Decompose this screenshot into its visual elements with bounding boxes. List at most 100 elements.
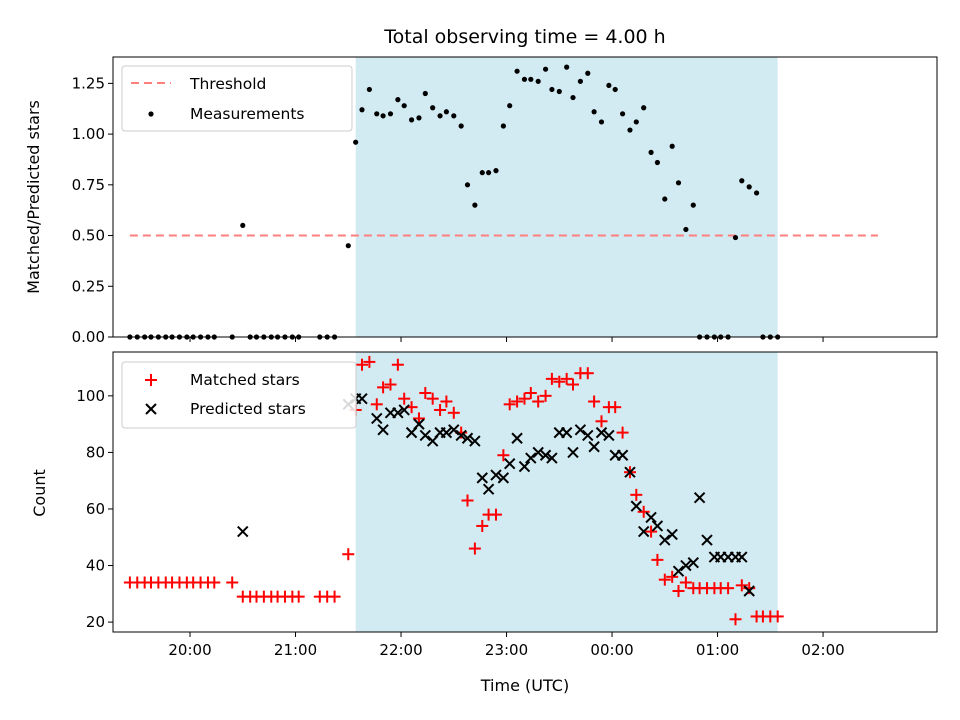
predicted-star-point <box>371 412 383 425</box>
predicted-star-point <box>651 520 664 532</box>
bottom-x-ticks: 20:00 21:00 22:00 23:00 00:00 01:00 02:00 <box>168 632 845 659</box>
predicted-star-point <box>413 418 425 430</box>
predicted-star-point <box>588 441 600 453</box>
measurement-point <box>570 94 576 101</box>
legend-matched-swatch <box>145 374 157 386</box>
y-tick-label: 40 <box>86 557 105 575</box>
matched-star-point <box>524 387 537 400</box>
x-tick-label: 02:00 <box>801 641 844 659</box>
predicted-star-point <box>482 483 495 495</box>
matched-star-point <box>391 358 404 371</box>
measurement-point <box>591 109 597 115</box>
matched-star-point <box>658 573 671 586</box>
measurement-point <box>366 86 372 93</box>
predicted-star-point <box>736 551 748 563</box>
measurement-point <box>486 170 492 176</box>
measurement-point <box>437 113 443 119</box>
measurement-point <box>395 97 401 103</box>
predicted-star-point <box>532 446 544 459</box>
top-panel: 0.00 0.25 0.50 0.75 1.00 1.25 Matched/Predict… <box>24 56 938 346</box>
x-tick-label: 20:00 <box>168 641 211 659</box>
predicted-star-point <box>701 534 713 546</box>
predicted-star-point <box>603 429 615 442</box>
matched-star-point <box>328 590 341 603</box>
measurement-point <box>627 127 633 133</box>
predicted-star-point <box>377 424 389 436</box>
matched-star-point <box>532 395 545 408</box>
bottom-legend: Matched stars Predicted stars <box>121 361 357 429</box>
predicted-star-point <box>637 525 650 538</box>
bottom-y-axis-label: Count <box>30 469 49 517</box>
predicted-star-point <box>511 432 523 444</box>
x-tick-label: 00:00 <box>590 641 633 659</box>
top-y-ticks: 0.00 0.25 0.50 0.75 1.00 1.25 <box>72 74 113 346</box>
matched-star-point <box>434 403 447 416</box>
measurement-point <box>451 113 457 119</box>
measurement-point <box>633 119 639 125</box>
predicted-star-point <box>687 556 699 569</box>
y-tick-label: 0.25 <box>72 277 105 295</box>
measurement-point <box>374 111 380 117</box>
y-tick-label: 0.00 <box>72 328 105 346</box>
measurement-point <box>542 66 549 72</box>
matched-star-point <box>370 398 383 411</box>
matched-star-point <box>468 542 481 555</box>
measurement-point <box>359 107 365 113</box>
measurement-point <box>528 76 534 82</box>
matched-star-point <box>645 525 658 538</box>
predicted-star-point <box>546 452 558 464</box>
bottom-y-ticks: 20 40 60 80 100 <box>76 387 113 631</box>
top-y-axis-label: Matched/Predicted stars <box>24 100 43 294</box>
legend-matched-label: Matched stars <box>190 371 300 389</box>
measurement-point <box>654 159 661 166</box>
y-tick-label: 1.25 <box>72 74 105 92</box>
matched-star-point <box>630 488 643 501</box>
matched-star-point <box>461 494 474 507</box>
measurement-point <box>507 103 513 109</box>
matched-star-point <box>440 395 453 408</box>
bottom-panel: 20 40 60 80 100 20:00 21:00 22:00 23:00 00:00 01:… <box>30 351 938 695</box>
predicted-star-point <box>503 458 516 470</box>
matched-star-point <box>377 381 390 394</box>
predicted-star-point <box>419 429 432 442</box>
measurement-point <box>521 76 528 82</box>
matched-star-point <box>581 367 594 380</box>
matched-star-point <box>637 505 650 518</box>
matched-star-point <box>292 590 305 603</box>
predicted-star-point <box>539 449 552 461</box>
matched-star-point <box>208 576 221 589</box>
predicted-star-point <box>392 407 404 419</box>
legend-predicted-swatch <box>145 403 157 415</box>
measurement-point <box>240 222 246 229</box>
measurement-point <box>598 119 605 125</box>
top-legend-box <box>121 65 353 132</box>
predicted-star-point <box>525 452 537 464</box>
predicted-star-point <box>476 472 488 484</box>
predicted-star-point <box>743 585 755 597</box>
x-axis-label: Time (UTC) <box>480 676 569 695</box>
measurement-point <box>746 184 752 190</box>
x-tick-label: 21:00 <box>274 641 317 659</box>
measurement-point <box>422 90 428 97</box>
matched-star-point <box>226 576 239 589</box>
measurement-point <box>472 202 478 208</box>
matched-star-point <box>666 570 679 583</box>
matched-star-point <box>412 412 425 425</box>
matched-star-point <box>735 579 748 592</box>
matched-star-point <box>609 401 622 414</box>
matched-star-point <box>539 389 552 402</box>
predicted-star-point <box>595 426 608 439</box>
measurement-point <box>690 202 696 208</box>
measurement-point <box>464 182 471 188</box>
bottom-legend-box <box>121 361 357 429</box>
measurement-point <box>606 82 612 89</box>
measurement-point <box>564 64 570 70</box>
measurement-point <box>753 190 760 196</box>
matched-star-point <box>355 358 368 371</box>
predicted-star-point <box>630 500 643 512</box>
measurement-point <box>669 143 675 149</box>
matched-star-point <box>518 392 531 405</box>
top-observing-window <box>355 57 778 337</box>
matched-star-point <box>679 576 692 589</box>
measurement-point <box>416 115 422 121</box>
